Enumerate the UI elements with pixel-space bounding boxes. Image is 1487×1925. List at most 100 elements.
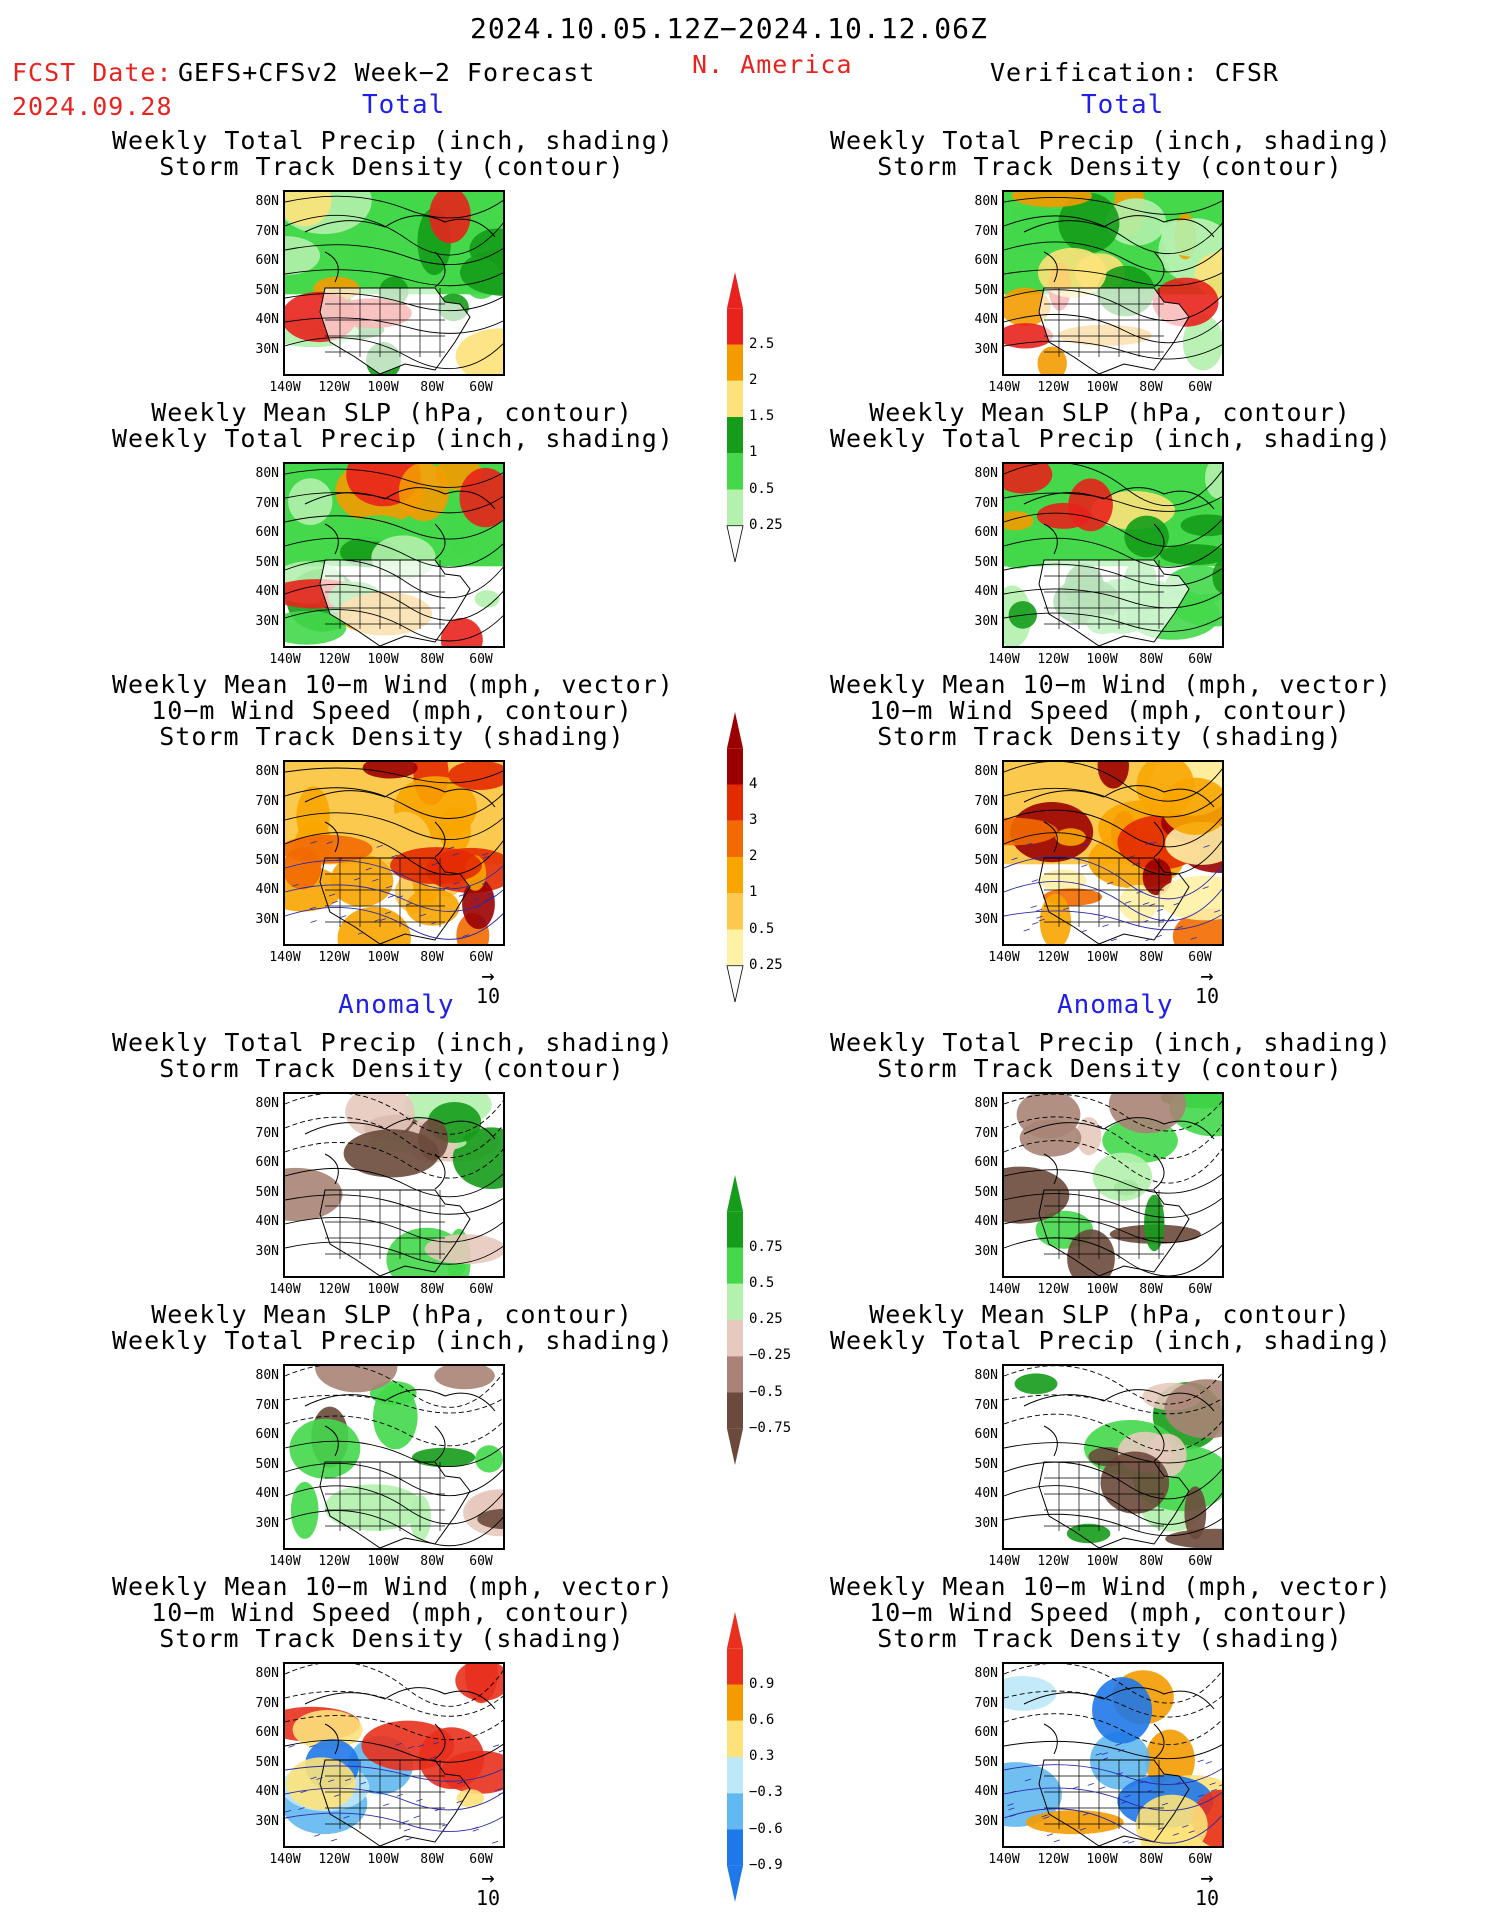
wind-vector	[1121, 1801, 1128, 1804]
lon-label: 100W	[367, 380, 399, 395]
shading-region	[440, 617, 483, 646]
shading-region	[1157, 875, 1222, 921]
panel-title-line: Weekly Mean SLP (hPa, contour)	[151, 398, 633, 427]
wind-vector	[292, 884, 299, 887]
panel-title-line: Weekly Total Precip (inch, shading)	[830, 424, 1392, 453]
lon-label: 100W	[1086, 1554, 1118, 1569]
wind-vector	[1209, 1782, 1216, 1786]
section-total-fcst: Total	[362, 90, 446, 120]
wind-vector	[1148, 903, 1156, 907]
lon-label: 140W	[269, 652, 301, 667]
contour-line	[1004, 762, 1222, 802]
wind-vector	[474, 905, 482, 909]
shading-region	[286, 1757, 356, 1810]
contour-line	[285, 1739, 503, 1763]
colorbar-label: 0.5	[749, 1274, 775, 1291]
lat-label: 30N	[255, 613, 279, 629]
lon-label: 140W	[269, 1282, 301, 1297]
contour-line	[1004, 1216, 1222, 1243]
wind-vector	[1197, 1794, 1204, 1798]
arrow-icon: →	[1200, 1866, 1214, 1891]
shading-region	[409, 1494, 432, 1541]
lat-label: 60N	[255, 1427, 279, 1442]
shading-region	[390, 847, 482, 885]
lon-label: 80W	[1139, 1852, 1163, 1867]
contour-line	[1004, 1485, 1222, 1525]
lon-label: 80W	[420, 652, 444, 667]
contour-line	[1004, 340, 1222, 360]
lon-label: 100W	[1086, 1282, 1118, 1297]
colorbar-label: 0.6	[749, 1711, 775, 1728]
colorbar-cap	[727, 1612, 743, 1649]
lat-label: 40N	[974, 1486, 998, 1501]
shading-region	[1100, 1451, 1170, 1514]
lon-label: 100W	[367, 1554, 399, 1569]
shading-region	[1136, 762, 1195, 817]
colorbar-label: 0.3	[749, 1748, 775, 1764]
colorbar-segment	[727, 748, 743, 785]
map-panel-fcst-4	[283, 1092, 505, 1278]
wind-vector	[431, 862, 439, 866]
colorbar-label: 0.75	[749, 1238, 783, 1255]
colorbar-segment	[727, 308, 743, 345]
wind-vector	[1128, 1840, 1135, 1844]
lon-label: 60W	[1188, 380, 1212, 395]
wind-vector	[1079, 1827, 1086, 1831]
panel-title-line: 10−m Wind Speed (mph, contour)	[151, 1598, 633, 1627]
lon-label: 120W	[318, 380, 350, 395]
lat-label: 60N	[974, 525, 998, 540]
colorbar-segment	[727, 1283, 743, 1321]
lon-label: 60W	[1188, 1554, 1212, 1569]
lat-label: 40N	[255, 312, 279, 327]
shading-region	[1004, 323, 1053, 349]
vector-reference: → 10	[1187, 1866, 1227, 1911]
contour-line	[285, 492, 503, 514]
contour-line	[1004, 910, 1222, 931]
shading-region	[1106, 198, 1166, 246]
lat-label: 50N	[974, 1456, 998, 1472]
wind-vector	[379, 918, 387, 921]
map-graphic	[285, 192, 503, 374]
lat-label: 80N	[255, 194, 279, 209]
wind-vector	[1158, 918, 1165, 922]
lat-label: 80N	[255, 466, 279, 481]
lon-label: 100W	[1086, 1852, 1118, 1867]
lat-label: 30N	[255, 1243, 279, 1259]
wind-vector	[1099, 1786, 1106, 1790]
contour-line	[1004, 537, 1222, 568]
wind-vector	[1101, 1757, 1109, 1761]
wind-vector	[462, 934, 469, 937]
wind-vector	[334, 1794, 341, 1797]
section-anomaly-obs: Anomaly	[1057, 990, 1174, 1020]
lon-label: 140W	[269, 1852, 301, 1867]
contour-line	[1004, 1442, 1222, 1464]
shading-region	[1144, 1194, 1165, 1252]
map-panel-obs-5	[1002, 1364, 1224, 1550]
panel-title-line: Storm Track Density (shading)	[159, 722, 625, 751]
vector-reference-value: 10	[475, 984, 501, 1008]
map-graphic	[285, 762, 503, 944]
lat-label: 60N	[255, 1155, 279, 1170]
contour-line	[1004, 1764, 1222, 1785]
section-total-obs: Total	[1081, 90, 1165, 120]
vector-reference-value: 10	[475, 1886, 501, 1910]
shading-region	[330, 854, 394, 907]
panel-title-line: Weekly Total Precip (inch, shading)	[112, 1028, 674, 1057]
us-outline	[1038, 1189, 1190, 1276]
wind-vector	[1190, 937, 1197, 940]
vector-reference-value: 10	[1194, 1886, 1220, 1910]
contour-line	[1004, 787, 1222, 818]
wind-vector	[1145, 1789, 1152, 1793]
wind-vector	[1110, 938, 1118, 942]
panel-title-line: Storm Track Density (contour)	[159, 152, 625, 181]
lon-label: 100W	[367, 950, 399, 965]
lon-label: 100W	[1086, 380, 1118, 395]
wind-vector	[447, 846, 455, 850]
shading-region	[1039, 869, 1087, 892]
wind-vector	[359, 1781, 367, 1785]
colorbar-segment	[727, 344, 743, 381]
shading-region	[462, 878, 495, 930]
contour-line	[285, 515, 503, 540]
contour-line	[285, 1194, 503, 1215]
wind-vector	[1188, 1830, 1195, 1834]
